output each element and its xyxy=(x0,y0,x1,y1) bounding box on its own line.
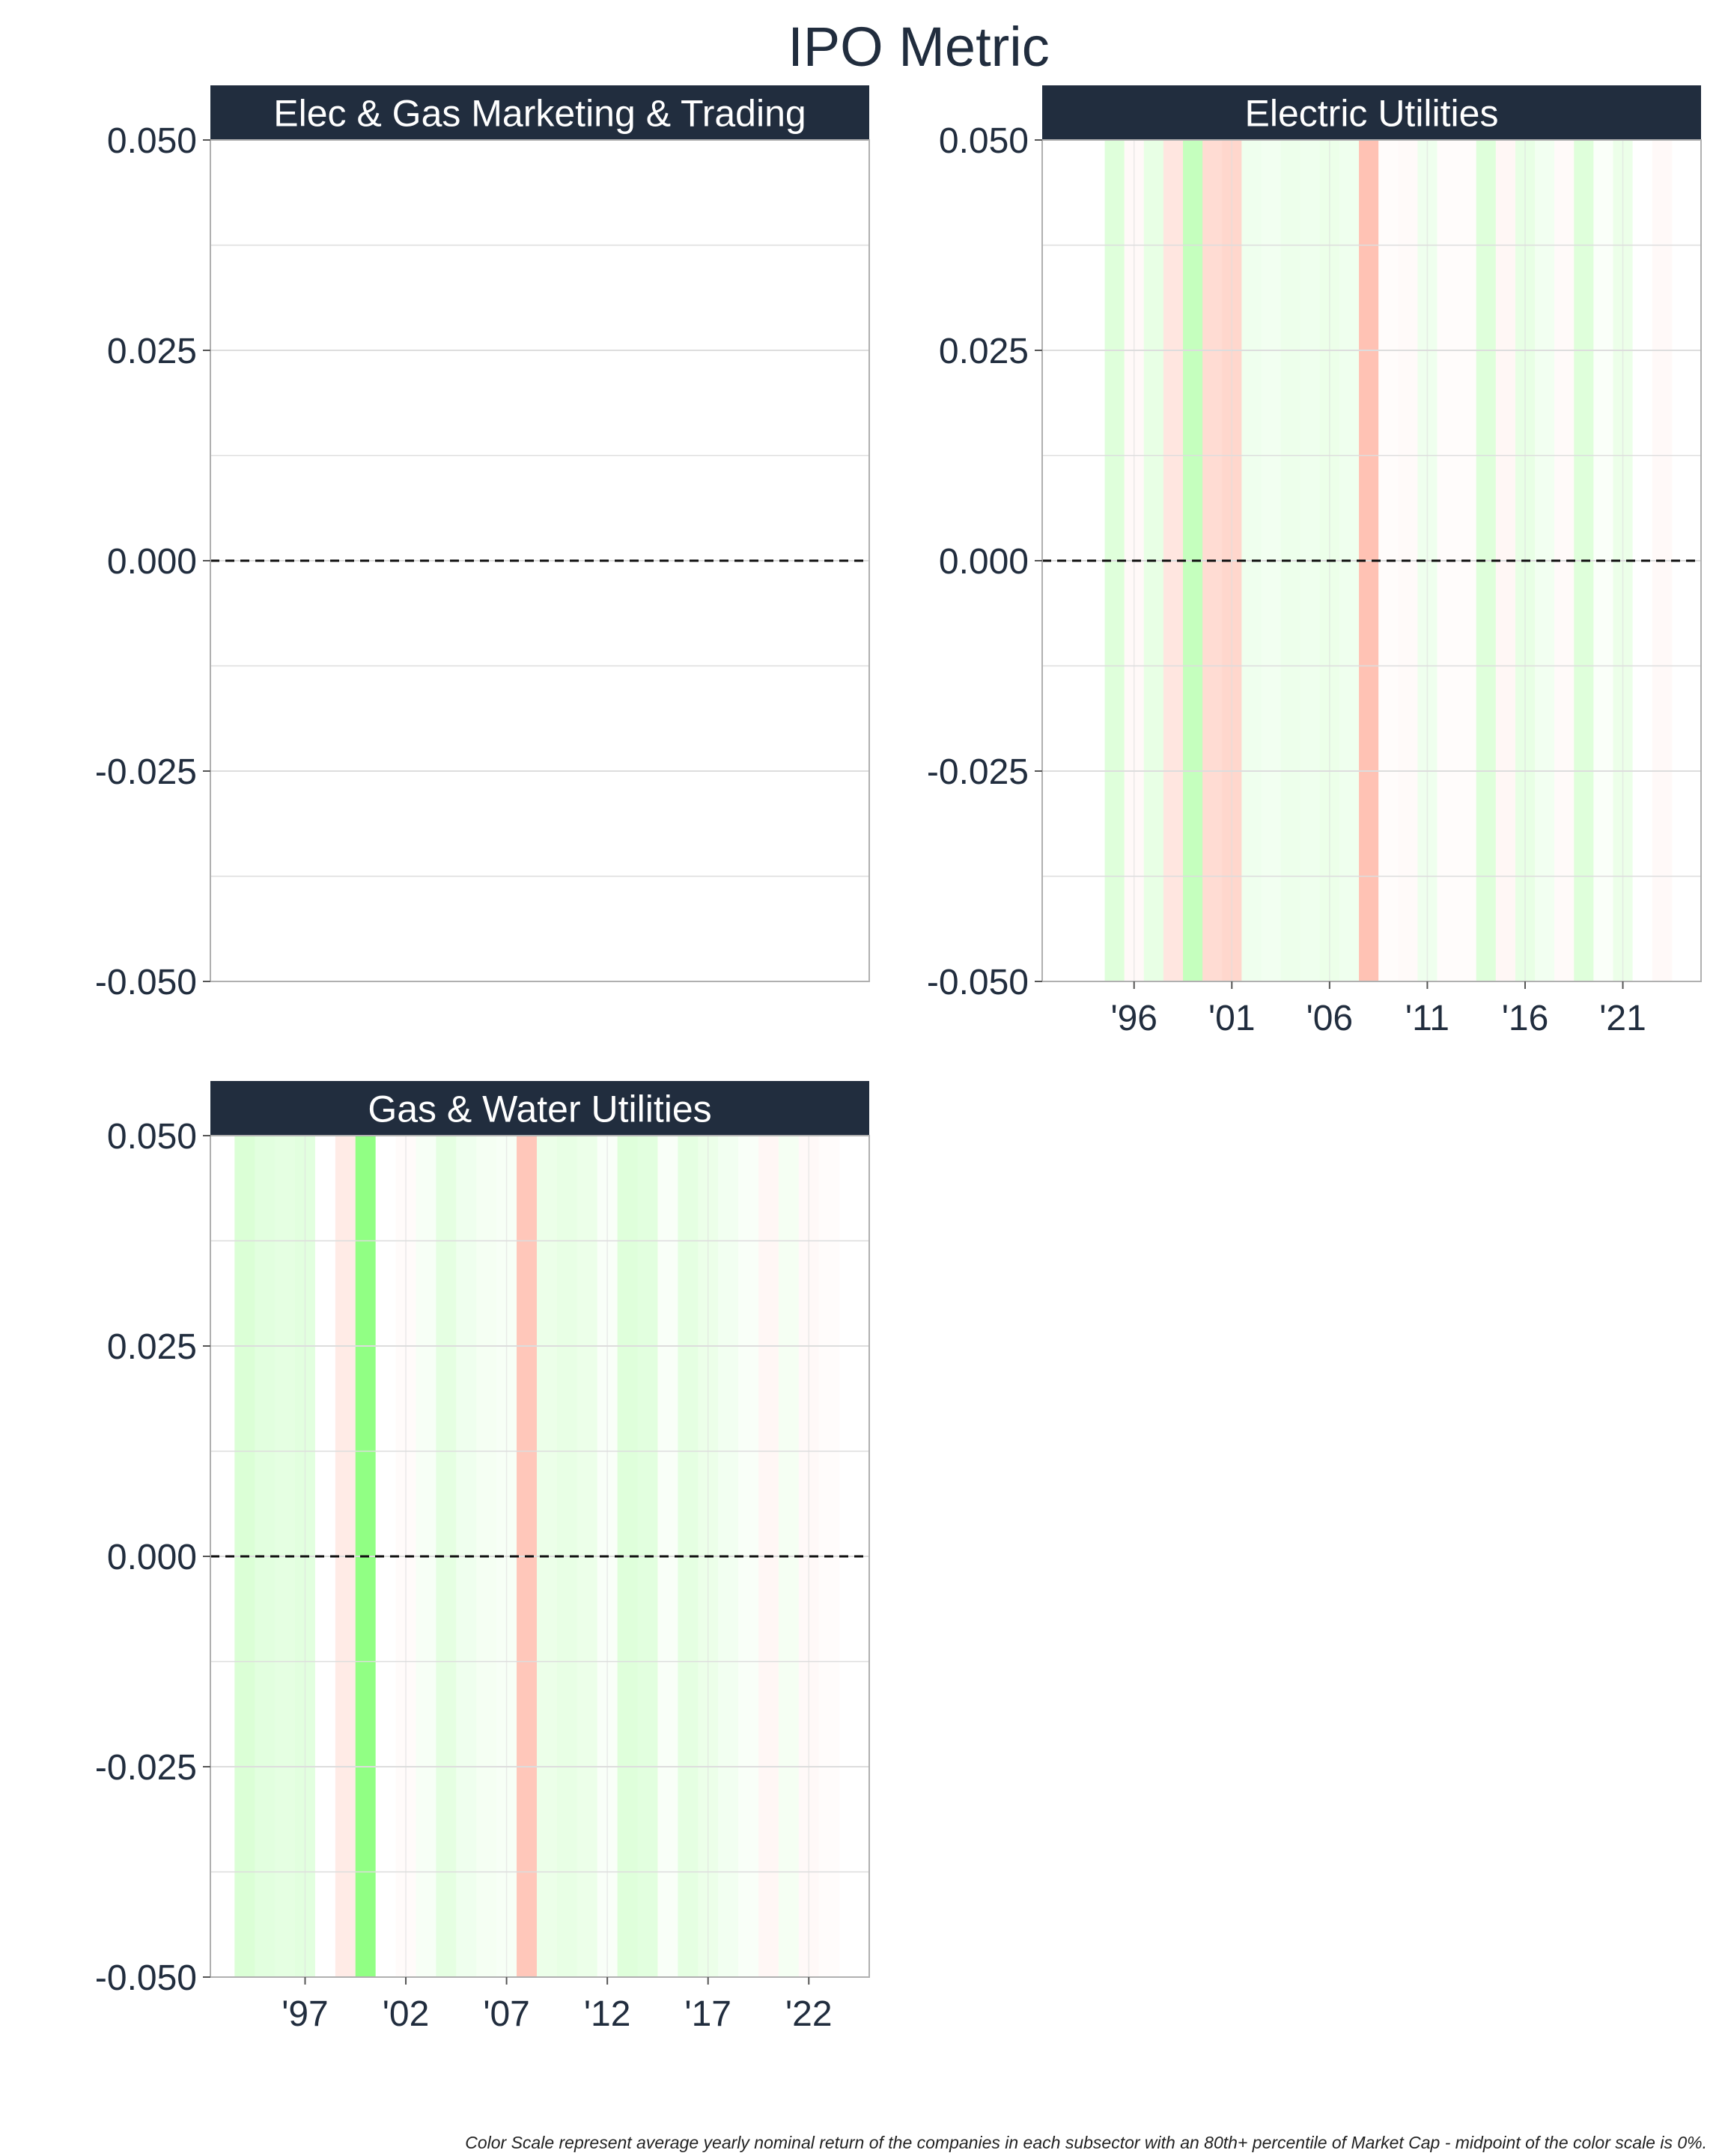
y-tick-label: 0.025 xyxy=(939,332,1029,371)
panel-header xyxy=(210,85,869,140)
x-tick-label: '01 xyxy=(1208,999,1256,1038)
x-tick-label: '12 xyxy=(584,1994,631,2034)
chart-title: IPO Metric xyxy=(788,16,1049,78)
y-tick-label: -0.025 xyxy=(95,1748,197,1788)
y-tick-label: -0.025 xyxy=(95,752,197,792)
x-tick-label: '96 xyxy=(1110,999,1157,1038)
panels: Elec & Gas Marketing & Trading 0.050 0.025… xyxy=(95,85,1702,2034)
x-tick-label: '06 xyxy=(1306,999,1354,1038)
y-tick-label: 0.000 xyxy=(107,1538,197,1577)
y-tick-label: 0.050 xyxy=(107,1117,197,1157)
panel-header xyxy=(210,1081,869,1136)
chart-caption: Color Scale represent average yearly nom… xyxy=(465,2133,1707,2152)
y-tick-label: 0.050 xyxy=(107,121,197,161)
x-tick-label: '07 xyxy=(483,1994,530,2034)
x-tick-label: '21 xyxy=(1599,999,1646,1038)
panel-1: Elec & Gas Marketing & Trading 0.050 0.025… xyxy=(95,85,870,1002)
y-tick-label: 0.050 xyxy=(939,121,1029,161)
y-tick-label: 0.025 xyxy=(107,1327,197,1367)
x-tick-label: '17 xyxy=(684,1994,731,2034)
x-tick-label: '22 xyxy=(785,1994,833,2034)
panel-2: Electric Utilities 0.050 0.025 0.000 -0.025 -… xyxy=(927,85,1702,1038)
y-tick-label: -0.050 xyxy=(95,1958,197,1998)
x-tick-label: '02 xyxy=(383,1994,430,2034)
y-tick-label: 0.000 xyxy=(107,542,197,582)
y-tick-label: 0.000 xyxy=(939,542,1029,582)
panel-title: Gas & Water Utilities xyxy=(368,1088,711,1130)
y-tick-label: -0.025 xyxy=(927,752,1029,792)
panel-title: Electric Utilities xyxy=(1245,93,1499,135)
x-tick-label: '11 xyxy=(1405,999,1449,1038)
y-tick-label: -0.050 xyxy=(95,963,197,1002)
panel-header xyxy=(1042,85,1701,140)
y-tick-label: 0.025 xyxy=(107,332,197,371)
panel-title: Elec & Gas Marketing & Trading xyxy=(273,93,806,135)
x-tick-label: '16 xyxy=(1502,999,1549,1038)
y-tick-label: -0.050 xyxy=(927,963,1029,1002)
panel-3: Gas & Water Utilities 0.050 0.025 0.000 -0.0… xyxy=(95,1081,870,2034)
x-tick-label: '97 xyxy=(282,1994,329,2034)
